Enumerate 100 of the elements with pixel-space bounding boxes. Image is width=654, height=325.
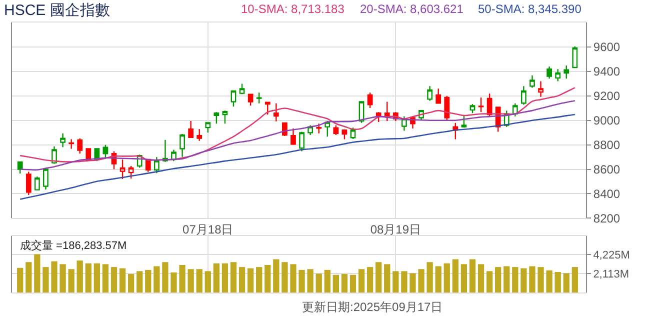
candlestick (26, 171, 32, 196)
candlestick (546, 66, 552, 80)
bar (538, 267, 544, 293)
bar (110, 267, 118, 293)
candlestick (214, 112, 220, 124)
bar (102, 264, 109, 293)
candlestick (68, 138, 74, 150)
candlestick (222, 110, 228, 124)
bar (68, 269, 74, 293)
bar (170, 272, 177, 293)
candlestick (436, 88, 442, 104)
x-tick-label: 08月19日 (370, 222, 422, 237)
candlestick (52, 146, 57, 164)
bar (495, 267, 502, 293)
bar (358, 269, 365, 293)
bar (392, 271, 399, 293)
bar (256, 267, 262, 293)
candlestick (521, 86, 526, 106)
bar (213, 263, 220, 293)
bar (307, 269, 314, 293)
bar (34, 254, 40, 293)
bar (273, 259, 280, 293)
bar (26, 262, 32, 293)
candlestick (555, 68, 561, 82)
bar (554, 272, 561, 293)
candlestick (308, 124, 313, 136)
y-tick-label: 8800 (593, 138, 620, 152)
text: 50-SMA: 8,345.390 (478, 2, 582, 16)
bar (42, 267, 49, 293)
bar (162, 262, 168, 293)
x-tick-label: 07月18日 (182, 222, 234, 237)
line-series (19, 100, 576, 171)
bar (410, 273, 416, 293)
bar (478, 264, 484, 293)
bar (282, 262, 288, 293)
y-tick-label: 9600 (593, 40, 620, 54)
bar (469, 259, 476, 293)
candlestick (196, 128, 202, 142)
candlestick (239, 83, 245, 95)
candlestick (564, 64, 570, 80)
y-tick-label: 8400 (593, 186, 620, 201)
bar (188, 269, 194, 293)
bar (179, 264, 186, 293)
bar (520, 268, 527, 293)
chart-title: HSCE 國企指數 (4, 2, 110, 19)
y-tick-label: 4,225M (593, 250, 630, 262)
candlestick (452, 122, 458, 140)
bar (384, 264, 390, 293)
candlestick (316, 123, 322, 134)
bar (60, 264, 66, 293)
candlestick (248, 94, 254, 106)
candlestick (538, 80, 544, 98)
bar (196, 269, 202, 293)
y-tick-label: 8600 (593, 162, 620, 176)
bar (128, 274, 134, 293)
y-tick-label: 2,113M (593, 268, 630, 280)
text: 10-SMA: 8,713.183 (241, 2, 345, 16)
text: 20-SMA: 8,603.621 (360, 2, 464, 16)
bar (426, 262, 433, 293)
bar (247, 268, 254, 293)
bar (460, 264, 468, 293)
bar (452, 259, 458, 293)
candlestick (230, 90, 236, 108)
bar (435, 266, 442, 293)
bar (94, 263, 100, 293)
bar (444, 263, 450, 293)
candlestick (384, 101, 390, 122)
candlestick (478, 96, 484, 113)
bar (264, 264, 271, 293)
candlestick (333, 124, 339, 136)
candlestick (17, 160, 23, 174)
candlestick (60, 132, 66, 148)
candlestick (205, 122, 211, 134)
y-tick-label: 8200 (593, 211, 620, 226)
bar (529, 266, 536, 293)
bar (504, 266, 510, 293)
bar (376, 262, 382, 293)
bar (290, 264, 296, 293)
candlestick (43, 168, 48, 190)
candlestick (34, 176, 40, 192)
bar (136, 271, 143, 293)
candlestick (273, 102, 279, 122)
bar (563, 273, 570, 293)
bar (546, 270, 552, 293)
bar (222, 263, 228, 293)
candlestick (188, 120, 194, 138)
candlestick (77, 138, 83, 154)
bar (51, 261, 58, 293)
bar (418, 269, 424, 293)
candlestick (128, 165, 134, 180)
bar (230, 262, 237, 293)
candlestick (427, 86, 432, 102)
bar (572, 267, 578, 293)
bar (17, 268, 24, 293)
line-series (19, 114, 576, 200)
bar (332, 274, 339, 293)
bar (76, 260, 83, 293)
bar (119, 268, 126, 293)
bar (341, 274, 348, 293)
text: 更新日期:2025年09月17日 (302, 300, 443, 314)
